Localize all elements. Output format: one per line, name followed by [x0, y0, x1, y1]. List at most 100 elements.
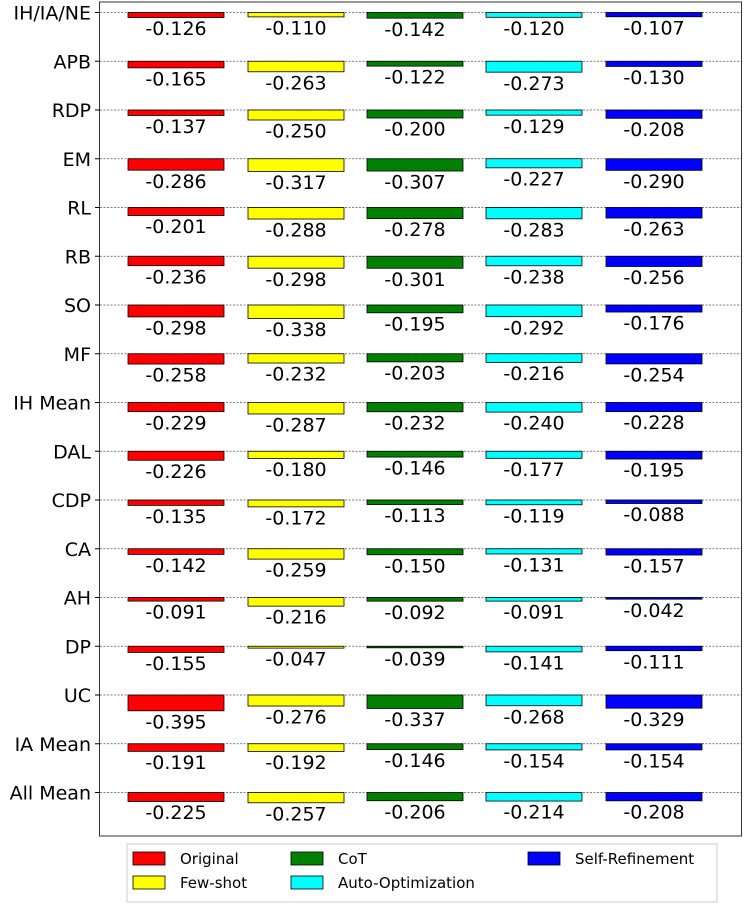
data-label: -0.191: [145, 752, 206, 774]
bar-auto-optimization-apb: [485, 60, 583, 73]
data-label: -0.042: [623, 600, 684, 622]
bar-cot-rb: [366, 255, 464, 269]
bar-cot-ah: [366, 597, 464, 602]
data-label: -0.228: [623, 412, 684, 434]
y-tick-label-rdp: RDP: [52, 100, 91, 122]
data-label: -0.307: [384, 172, 445, 194]
data-label: -0.216: [265, 607, 326, 629]
data-label: -0.259: [265, 560, 326, 582]
y-tick-label-ih-mean: IH Mean: [13, 393, 91, 415]
bar-auto-optimization-rl: [485, 207, 583, 220]
bar-cot-cdp: [366, 499, 464, 505]
data-label: -0.395: [145, 711, 206, 733]
bar-cot-ia-mean: [366, 743, 464, 750]
data-label: -0.268: [503, 706, 564, 728]
bar-original-ih-ia-ne: [127, 12, 225, 18]
legend-swatch-auto-optimization: [290, 875, 324, 890]
data-label: -0.257: [265, 803, 326, 825]
bar-self-refinement-ah: [605, 597, 703, 600]
bar-few-shot-rdp: [247, 109, 345, 121]
data-label: -0.263: [623, 219, 684, 241]
data-label: -0.216: [503, 363, 564, 385]
bar-cot-so: [366, 304, 464, 314]
data-label: -0.172: [265, 507, 326, 529]
bar-original-ah: [127, 597, 225, 602]
data-label: -0.110: [265, 17, 326, 39]
data-label: -0.208: [623, 119, 684, 141]
data-label: -0.195: [623, 460, 684, 482]
data-label: -0.146: [384, 458, 445, 480]
data-label: -0.292: [503, 317, 564, 339]
bar-self-refinement-all-mean: [605, 792, 703, 802]
y-tick-label-dal: DAL: [53, 441, 91, 463]
bar-few-shot-ia-mean: [247, 743, 345, 752]
bar-original-cdp: [127, 499, 225, 506]
bar-self-refinement-uc: [605, 694, 703, 709]
bar-few-shot-all-mean: [247, 792, 345, 804]
data-label: -0.141: [503, 652, 564, 674]
data-label: -0.039: [384, 648, 445, 670]
bar-self-refinement-em: [605, 158, 703, 171]
bar-auto-optimization-dp: [485, 645, 583, 653]
legend-swatch-original: [132, 851, 166, 866]
y-tick-label-rb: RB: [65, 246, 91, 268]
bar-self-refinement-ia-mean: [605, 743, 703, 751]
data-label: -0.192: [265, 752, 326, 774]
y-tick-label-all-mean: All Mean: [10, 783, 91, 805]
data-label: -0.240: [503, 413, 564, 435]
bar-few-shot-rl: [247, 207, 345, 220]
bar-self-refinement-dp: [605, 645, 703, 652]
data-label: -0.165: [145, 68, 206, 90]
bar-original-dp: [127, 645, 225, 653]
bar-self-refinement-so: [605, 304, 703, 313]
y-tick-label-dp: DP: [65, 636, 91, 658]
data-label: -0.113: [384, 505, 445, 527]
data-label: -0.206: [384, 801, 445, 823]
bar-self-refinement-ca: [605, 548, 703, 556]
bar-auto-optimization-dal: [485, 450, 583, 459]
data-label: -0.092: [384, 602, 445, 624]
bar-few-shot-ih-mean: [247, 402, 345, 415]
legend-box: [126, 843, 718, 903]
bar-cot-ih-ia-ne: [366, 12, 464, 19]
legend: Original Few-shot CoT Auto-Optimization Self…: [126, 843, 718, 903]
y-tick-label-em: EM: [63, 149, 91, 171]
data-label: -0.177: [503, 459, 564, 481]
data-label: -0.180: [265, 459, 326, 481]
bar-auto-optimization-cdp: [485, 499, 583, 506]
bar-few-shot-rb: [247, 255, 345, 269]
bar-cot-ca: [366, 548, 464, 556]
data-label: -0.176: [623, 313, 684, 335]
y-tick-label-mf: MF: [64, 344, 91, 366]
y-tick-label-rl: RL: [67, 198, 91, 220]
bar-auto-optimization-ih-ia-ne: [485, 12, 583, 18]
bar-original-rdp: [127, 109, 225, 116]
bar-self-refinement-apb: [605, 60, 703, 67]
bar-auto-optimization-rdp: [485, 109, 583, 116]
data-label: -0.250: [265, 121, 326, 143]
bar-few-shot-so: [247, 304, 345, 319]
data-label: -0.214: [503, 802, 564, 824]
data-label: -0.047: [265, 649, 326, 671]
legend-label-few-shot: Few-shot: [180, 874, 247, 892]
data-label: -0.256: [623, 267, 684, 289]
data-label: -0.142: [145, 555, 206, 577]
bar-original-dal: [127, 450, 225, 461]
data-label: -0.091: [503, 602, 564, 624]
data-label: -0.129: [503, 116, 564, 138]
bar-self-refinement-mf: [605, 353, 703, 365]
legend-label-original: Original: [180, 850, 239, 868]
bar-few-shot-mf: [247, 353, 345, 364]
legend-swatch-self-refinement: [527, 851, 561, 866]
bar-self-refinement-dal: [605, 450, 703, 460]
bar-auto-optimization-ih-mean: [485, 402, 583, 413]
bar-original-rb: [127, 255, 225, 267]
bar-self-refinement-cdp: [605, 499, 703, 504]
data-label: -0.120: [503, 18, 564, 40]
data-label: -0.337: [384, 709, 445, 731]
bar-original-all-mean: [127, 792, 225, 802]
data-label: -0.301: [384, 269, 445, 291]
y-tick-label-apb: APB: [54, 51, 92, 73]
bar-few-shot-ca: [247, 548, 345, 560]
